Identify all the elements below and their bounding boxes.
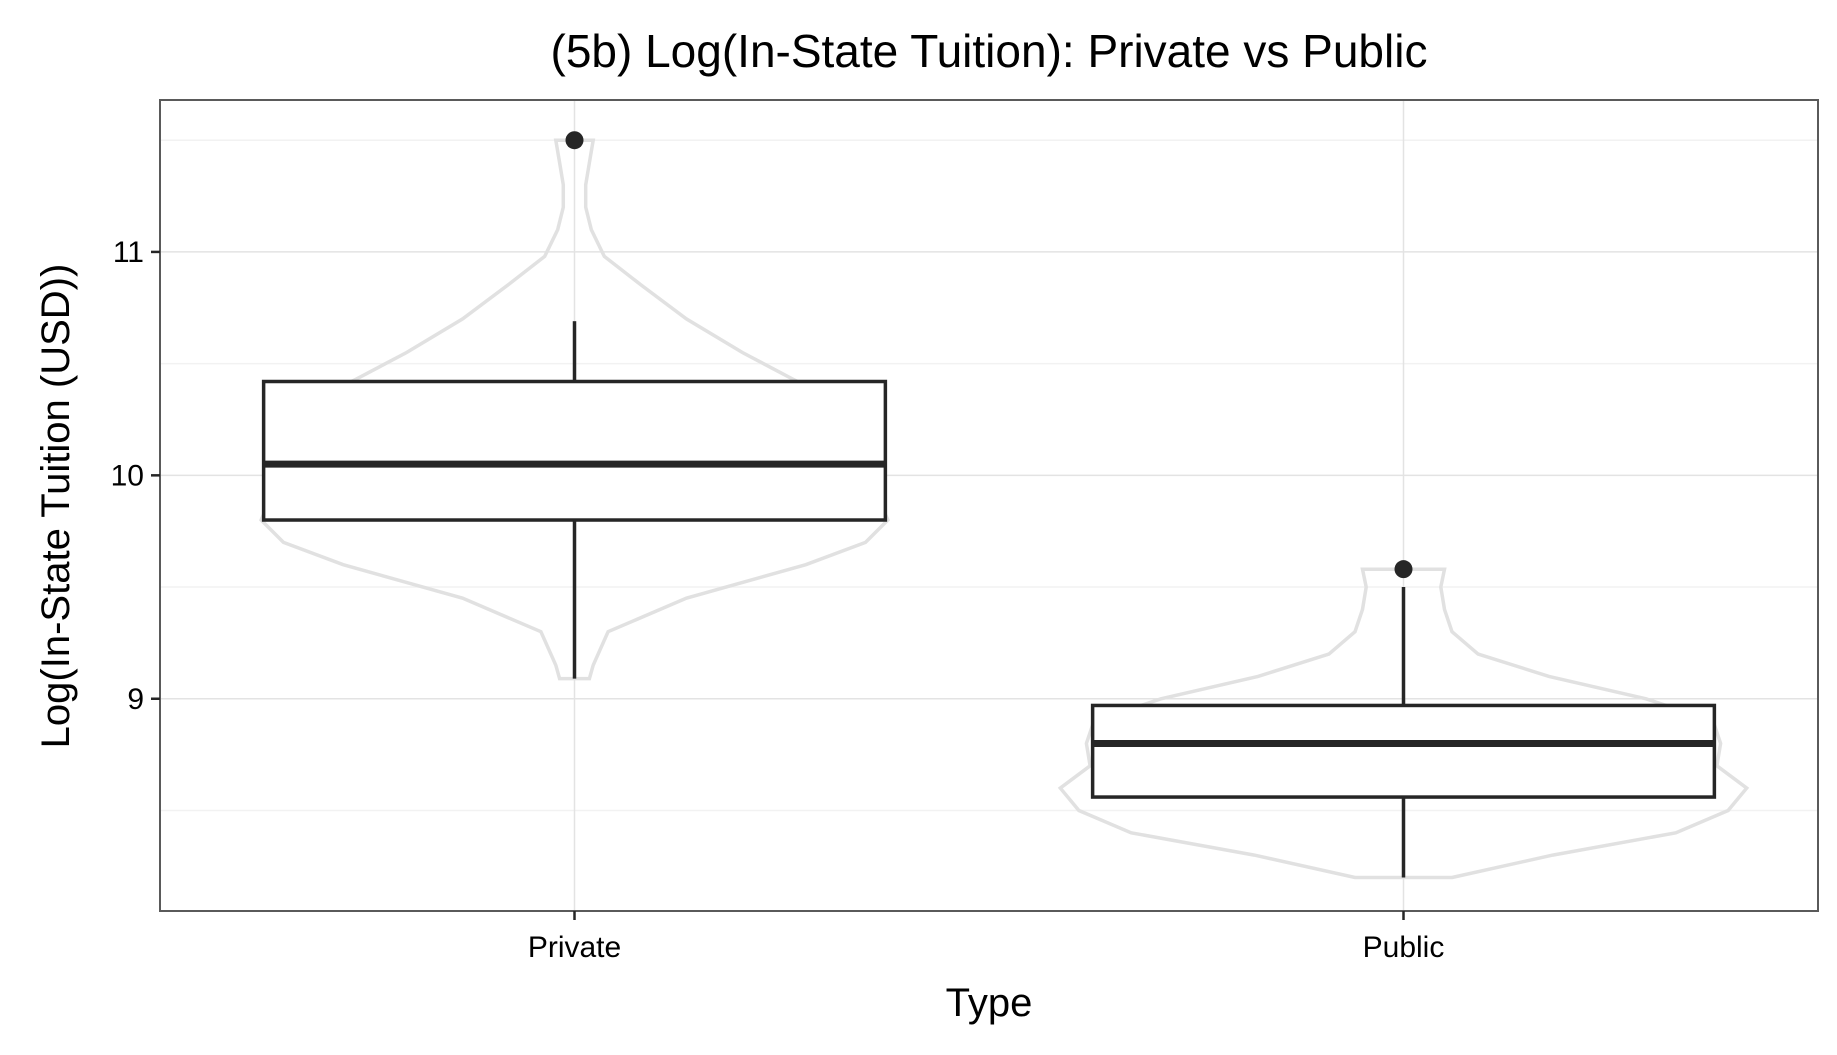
box-private: [261, 379, 888, 522]
violin-public: [1057, 567, 1750, 880]
boxplots: [261, 131, 1717, 878]
box-public: [1090, 703, 1717, 799]
y-tick-label: 11: [113, 236, 144, 269]
x-axis-title: Type: [946, 981, 1033, 1025]
outlier-point-public: [1394, 560, 1413, 579]
x-tick-label-private: Private: [528, 931, 621, 964]
y-tick-label: 10: [111, 459, 144, 492]
y-tick-label: 9: [127, 683, 144, 716]
plot-panel-border: [159, 99, 1819, 912]
y-axis-title: Log(In-State Tuition (USD)): [34, 264, 78, 749]
chart-title: (5b) Log(In-State Tuition): Private vs P…: [551, 25, 1428, 77]
outlier-point-private: [565, 131, 584, 150]
axes: 9 10 11 Private Public: [111, 236, 1445, 964]
x-tick-label-public: Public: [1363, 931, 1445, 964]
